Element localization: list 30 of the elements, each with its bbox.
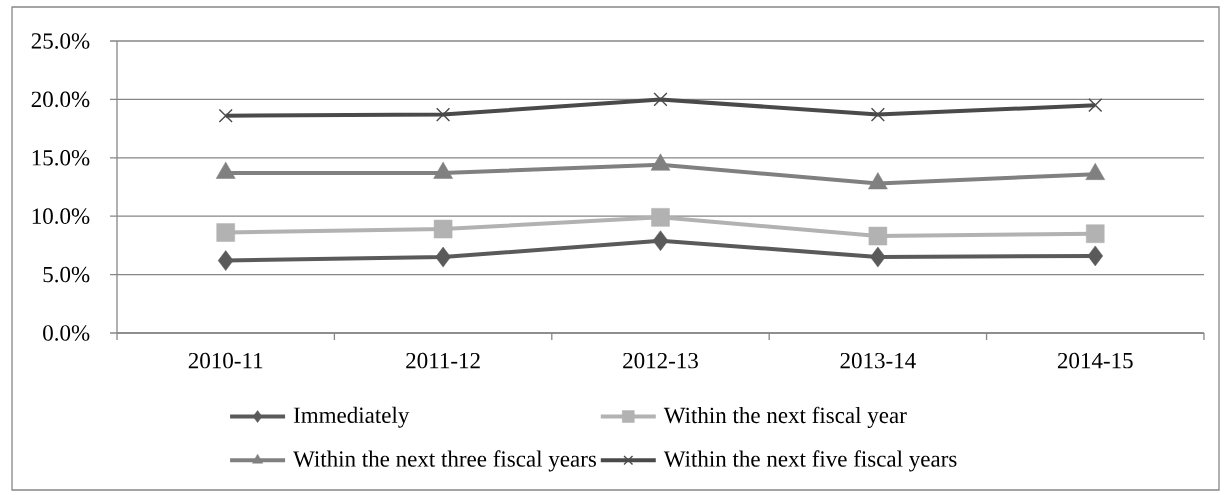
point — [1086, 224, 1105, 243]
x-tick-label: 2013-14 — [840, 352, 916, 369]
point — [870, 246, 886, 268]
y-tick-label: 15.0% — [32, 149, 90, 166]
y-tick-label: 20.0% — [31, 91, 90, 108]
x-tick-label: 2011-12 — [406, 352, 480, 369]
point — [868, 226, 888, 246]
point — [217, 250, 234, 271]
x-tick-label: 2014-15 — [1057, 352, 1133, 369]
legend-label: Within the next three fiscal years — [293, 450, 596, 472]
point — [1087, 245, 1104, 267]
legend-label: Within the next fiscal year — [663, 406, 907, 428]
point — [433, 219, 453, 239]
y-tick-label: 10.0% — [32, 208, 90, 224]
point — [435, 246, 451, 268]
legend-label: Within the next five fiscal years — [663, 450, 957, 472]
y-tick-label: 5.0% — [43, 266, 90, 283]
point — [870, 107, 885, 122]
point — [436, 107, 451, 122]
x-tick-label: 2012-13 — [623, 352, 698, 369]
point — [218, 108, 233, 123]
point — [653, 92, 668, 107]
point — [216, 223, 235, 242]
legend-label: Immediately — [293, 406, 410, 428]
point — [1088, 98, 1103, 113]
point — [651, 208, 670, 227]
x-tick-label: 2010-11 — [188, 352, 263, 369]
y-tick-label: 0.0% — [43, 325, 90, 341]
point — [652, 230, 669, 251]
y-tick-label: 25.0% — [31, 33, 90, 49]
